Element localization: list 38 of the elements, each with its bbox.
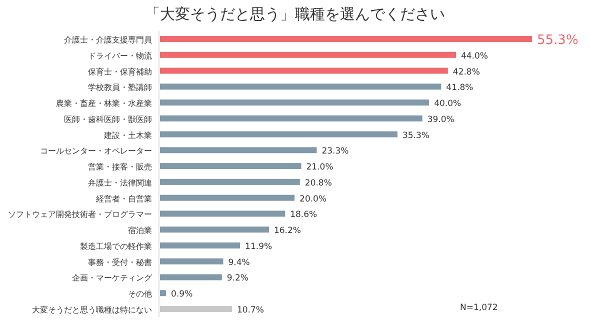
category-label: 農業・畜産・林業・水産業	[56, 99, 152, 108]
value-label: 44.0%	[460, 51, 488, 62]
category-label: 学校教員・塾講師	[88, 83, 152, 92]
value-label: 42.8%	[452, 67, 480, 78]
category-label: 弁護士・法律関連	[88, 178, 152, 188]
category-label: 製造工場での軽作業	[80, 242, 152, 251]
value-label: 10.7%	[236, 306, 264, 316]
value-label: 11.9%	[245, 242, 272, 252]
value-label: 21.0%	[306, 162, 334, 173]
category-label: 経営者・自営業	[96, 194, 152, 204]
category-label: その他	[128, 290, 152, 299]
category-label: 宿泊業	[128, 226, 152, 236]
category-label: コールセンター・オペレーター	[40, 146, 152, 156]
category-label: 医師・歯科医師・獣医師	[64, 114, 152, 124]
category-label: 大変そうだと思う職種は特にない	[32, 306, 152, 314]
value-label: 16.2%	[274, 226, 301, 236]
value-label: 0.9%	[171, 290, 193, 300]
category-label: 企画・マーケティング	[72, 274, 152, 283]
value-label: 18.6%	[290, 210, 318, 220]
category-label: 保育士・保育補助	[88, 67, 152, 76]
category-label: 介護士・介護支援専門員	[64, 36, 152, 44]
category-label: ドライバー・物流	[88, 51, 152, 60]
value-label: 9.2%	[226, 274, 248, 284]
value-label: 35.3%	[402, 130, 430, 141]
value-label: 55.3%	[537, 33, 578, 48]
category-label: 営業・接客・販売	[88, 162, 152, 172]
value-label: 9.4%	[228, 258, 250, 268]
value-label: 40.0%	[434, 99, 462, 110]
annotation: N=1,072	[460, 303, 498, 313]
title: 「大変そうだと思う」職種を選んでください	[145, 5, 445, 23]
value-label: 20.0%	[300, 194, 327, 204]
category-label: 事務・受付・秘書	[88, 258, 152, 267]
category-label: 建設・土木業	[104, 130, 152, 140]
category-label: ソフトウェア開発技術者・プログラマー	[8, 210, 152, 220]
value-label: 39.0%	[427, 114, 454, 125]
value-label: 41.8%	[446, 83, 474, 94]
value-label: 20.8%	[304, 178, 332, 188]
value-label: 23.3%	[322, 146, 349, 157]
